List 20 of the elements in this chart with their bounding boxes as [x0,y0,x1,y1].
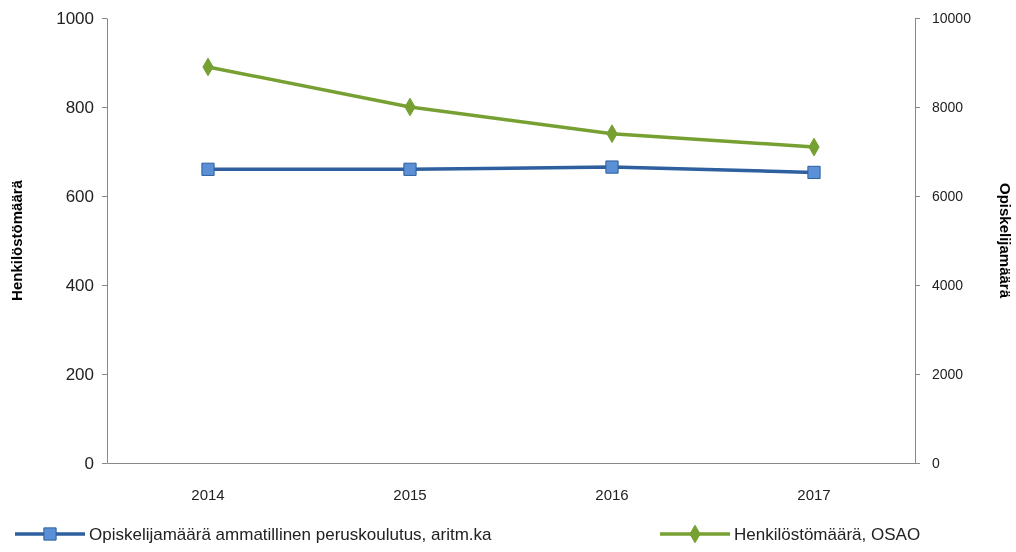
y-tick-label: 1000 [56,8,94,28]
x-tick-label: 2014 [191,485,225,503]
y-tick-label: 600 [65,186,94,206]
y-tick-label: 400 [65,275,94,295]
y2-tick-label: 4000 [932,276,964,293]
legend-label: Henkilöstömäärä, OSAO [734,525,921,544]
x-tick-label: 2016 [595,485,629,503]
y2-tick-label: 10000 [932,9,972,26]
y-tick-label: 0 [84,453,94,473]
x-tick-label: 2017 [797,485,831,503]
y2-tick-label: 2000 [932,365,964,382]
y2-tick-label: 6000 [932,187,964,204]
y2-axis-title: Opiskelijamäärä [997,182,1014,299]
x-tick-label: 2015 [393,485,427,503]
y-axis-title: Henkilöstömäärä [8,179,25,301]
legend-label: Opiskelijamäärä ammatillinen peruskoulutus, aritm.ka [89,525,493,544]
y-tick-label: 200 [65,364,94,384]
y-tick-label: 800 [65,97,94,117]
y2-tick-label: 0 [932,454,940,471]
y2-tick-label: 8000 [932,98,964,115]
